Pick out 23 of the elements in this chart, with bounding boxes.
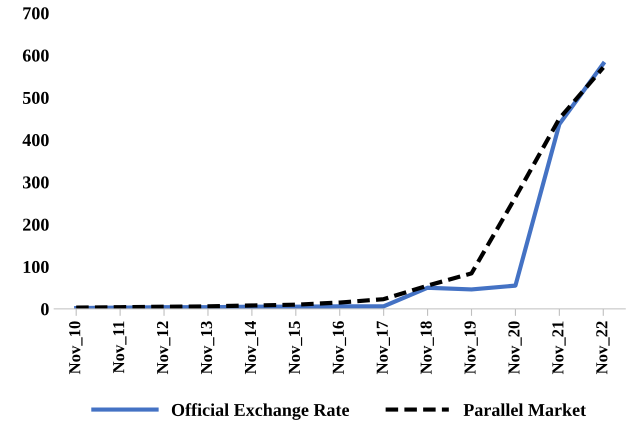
y-tick-label: 0	[41, 303, 49, 316]
legend-label: Official Exchange Rate	[172, 403, 350, 420]
y-tick-label: 500	[23, 92, 49, 104]
x-tick-label: Nov_17	[376, 321, 390, 374]
y-tick-label: 700	[23, 7, 49, 20]
x-tick-label: Nov_16	[332, 321, 346, 374]
x-tick-label: Nov_22	[596, 321, 610, 374]
y-tick-label: 200	[23, 218, 49, 231]
x-tick-label: Nov_11	[113, 322, 126, 374]
y-tick-label: 400	[22, 134, 49, 146]
x-tick-label: Nov_14	[244, 320, 258, 374]
x-tick-label: Nov_15	[288, 321, 302, 374]
legend-label: Parallel Market	[464, 403, 586, 416]
x-tick-label: Nov_21	[552, 322, 566, 374]
x-tick-label: Nov_13	[200, 321, 214, 374]
x-tick-label: Nov_18	[420, 321, 434, 374]
y-tick-label: 100	[24, 260, 49, 274]
x-tick-label: Nov_12	[157, 321, 170, 374]
y-tick-label: 600	[22, 49, 49, 62]
x-tick-label: Nov_20	[508, 321, 522, 374]
x-tick-label: Nov_19	[464, 321, 478, 374]
y-tick-label: 300	[22, 176, 49, 188]
x-tick-label: Nov_10	[69, 321, 83, 374]
